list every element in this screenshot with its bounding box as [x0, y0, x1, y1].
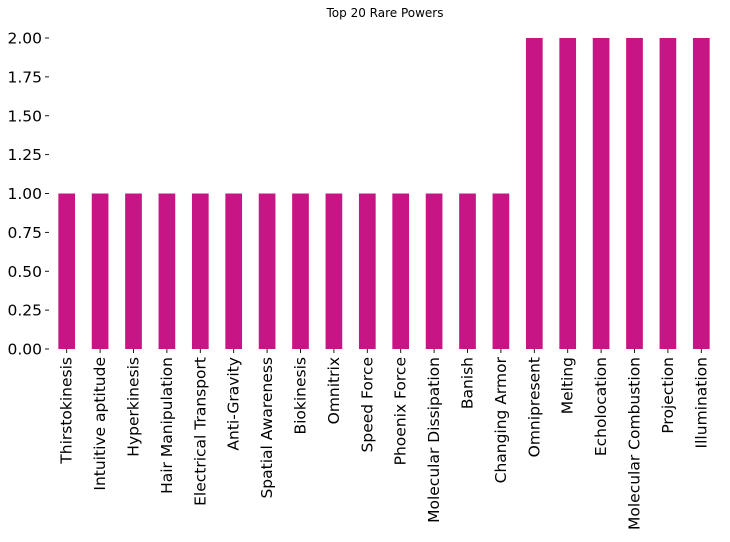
bar-6: [258, 193, 276, 349]
x-tick-label-7: Biokinesis: [292, 357, 310, 435]
x-tick-label-4: Electrical Transport: [191, 357, 209, 506]
bar-5: [225, 193, 243, 349]
x-tick-label-11: Molecular Dissipation: [425, 357, 443, 523]
y-axis: 0.00 0.25 0.50 0.75 1.00 1.25 1.50 1.75 2.00: [7, 30, 49, 359]
chart-title: Top 20 Rare Powers: [326, 6, 444, 20]
bar-4: [191, 193, 209, 349]
y-tick-label-4: 1.00: [7, 185, 42, 203]
y-tick-label-6: 1.50: [7, 107, 42, 125]
bar-15: [559, 38, 577, 349]
bar-18: [659, 38, 677, 349]
bars-group: [58, 38, 710, 349]
x-tick-label-2: Hyperkinesis: [125, 357, 143, 457]
bar-0: [58, 193, 76, 349]
x-tick-label-6: Spatial Awareness: [258, 357, 276, 499]
x-tick-label-8: Omnitrix: [325, 357, 343, 424]
bar-13: [492, 193, 510, 349]
bar-14: [525, 38, 543, 349]
bar-11: [425, 193, 443, 349]
bar-12: [459, 193, 476, 349]
bar-8: [325, 193, 343, 349]
x-tick-label-0: Thirstokinesis: [58, 357, 76, 465]
x-tick-label-1: Intuitive aptitude: [91, 357, 109, 491]
bar-10: [392, 193, 410, 349]
bar-3: [158, 193, 176, 349]
y-tick-label-8: 2.00: [7, 30, 42, 48]
x-tick-label-9: Speed Force: [358, 357, 376, 452]
x-tick-label-14: Omnipresent: [525, 357, 543, 457]
x-tick-label-18: Projection: [659, 357, 677, 434]
y-tick-label-5: 1.25: [7, 146, 42, 164]
x-tick-label-16: Echolocation: [592, 357, 610, 456]
y-tick-label-7: 1.75: [7, 68, 42, 86]
x-tick-label-15: Melting: [559, 357, 577, 414]
y-tick-label-0: 0.00: [7, 341, 42, 359]
bar-19: [692, 38, 710, 349]
x-tick-label-3: Hair Manipulation: [158, 357, 176, 494]
x-tick-label-17: Molecular Combustion: [626, 357, 644, 530]
x-tick-label-19: Illumination: [692, 357, 710, 448]
bar-9: [358, 193, 376, 349]
x-axis: Thirstokinesis Intuitive aptitude Hyperkin…: [58, 349, 710, 530]
x-tick-label-5: Anti-Gravity: [225, 357, 243, 451]
bar-16: [592, 38, 610, 349]
y-tick-label-3: 0.75: [7, 224, 42, 242]
x-tick-label-10: Phoenix Force: [392, 357, 410, 465]
bar-7: [292, 193, 309, 349]
y-tick-label-2: 0.50: [7, 263, 42, 281]
y-tick-label-1: 0.25: [7, 302, 42, 320]
x-tick-label-12: Banish: [459, 357, 477, 409]
bar-2: [125, 193, 142, 349]
bar-1: [91, 193, 109, 349]
bar-17: [626, 38, 643, 349]
x-tick-label-13: Changing Armor: [492, 356, 510, 483]
